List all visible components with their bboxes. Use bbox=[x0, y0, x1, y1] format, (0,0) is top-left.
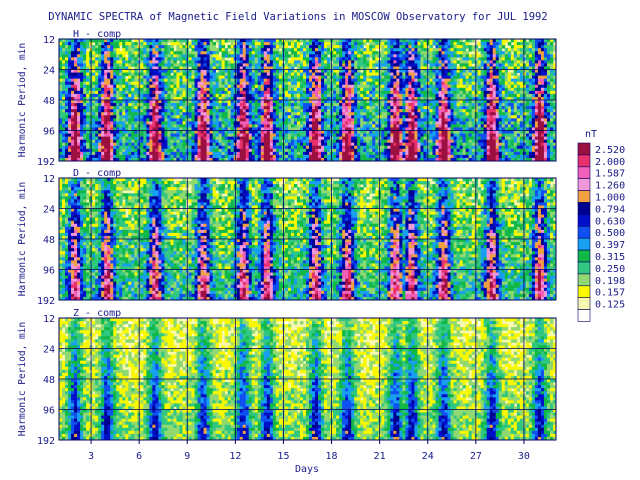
x-tick-label: 21 bbox=[374, 451, 386, 462]
x-tick-label: 3 bbox=[88, 451, 94, 462]
y-tick-label: 24 bbox=[43, 345, 55, 356]
chart-title: DYNAMIC SPECTRA of Magnetic Field Variat… bbox=[48, 11, 547, 23]
colorbar-swatch bbox=[577, 154, 591, 168]
y-axis-label: Harmonic Period, min bbox=[17, 322, 28, 436]
spectrum-cells bbox=[59, 178, 557, 301]
colorbar-swatch bbox=[577, 273, 591, 287]
colorbar-label: 0.250 bbox=[595, 264, 625, 275]
colorbar-label: 0.397 bbox=[595, 240, 625, 251]
panel-frame bbox=[58, 317, 557, 441]
y-axis-label: Harmonic Period, min bbox=[17, 43, 28, 157]
colorbar-label: 1.260 bbox=[595, 181, 625, 192]
y-tick-label: 12 bbox=[43, 314, 55, 325]
colorbar-swatch bbox=[577, 190, 591, 203]
x-tick-label: 24 bbox=[422, 451, 434, 462]
panel-1: 12 24 48 96 192 H - comp Harmonic Period, min bbox=[17, 29, 557, 168]
x-tick-label: 18 bbox=[326, 451, 338, 462]
colorbar-swatch bbox=[577, 261, 591, 275]
y-tick-label: 12 bbox=[43, 35, 55, 46]
y-tick-label: 96 bbox=[43, 406, 55, 417]
x-tick-label: 15 bbox=[277, 451, 289, 462]
colorbar-label: 1.587 bbox=[595, 169, 625, 180]
colorbar-label: 2.520 bbox=[595, 145, 625, 156]
y-axis-label: Harmonic Period, min bbox=[17, 182, 28, 296]
y-tick-label: 192 bbox=[37, 157, 55, 168]
colorbar-label: 0.315 bbox=[595, 252, 625, 263]
y-tick-label: 192 bbox=[37, 296, 55, 307]
y-tick-label: 12 bbox=[43, 174, 55, 185]
colorbar-swatch bbox=[577, 237, 591, 251]
y-tick-label: 48 bbox=[43, 96, 55, 107]
colorbar-swatch bbox=[577, 166, 591, 180]
panel-3: 12 24 48 96 192 Z - comp Harmonic Period, min bbox=[17, 308, 557, 447]
colorbar-label: 0.500 bbox=[595, 228, 625, 239]
x-axis-ticks: 3 6 9 12 15 18 21 24 27 30 bbox=[88, 440, 530, 462]
x-tick-label: 27 bbox=[470, 451, 482, 462]
y-tick-label: 96 bbox=[43, 127, 55, 138]
colorbar-label: 1.000 bbox=[595, 193, 625, 204]
y-tick-label: 48 bbox=[43, 375, 55, 386]
colorbar-swatch bbox=[577, 226, 591, 239]
x-tick-label: 9 bbox=[184, 451, 190, 462]
panel-frame bbox=[58, 177, 557, 301]
x-tick-label: 6 bbox=[136, 451, 142, 462]
panel-label: Z - comp bbox=[73, 308, 121, 319]
colorbar-swatch bbox=[577, 249, 591, 263]
y-tick-label: 48 bbox=[43, 235, 55, 246]
x-axis-label: Days bbox=[295, 464, 319, 475]
y-tick-label: 24 bbox=[43, 66, 55, 77]
y-tick-label: 192 bbox=[37, 436, 55, 447]
colorbar-swatch bbox=[577, 285, 591, 298]
colorbar-swatch bbox=[577, 142, 591, 156]
colorbar-label: 0.125 bbox=[595, 300, 625, 311]
y-tick-label: 24 bbox=[43, 205, 55, 216]
colorbar-label: 0.630 bbox=[595, 216, 625, 227]
colorbar-label: 2.000 bbox=[595, 157, 625, 168]
spectrum-cells bbox=[59, 318, 557, 441]
colorbar-label: 0.794 bbox=[595, 204, 625, 215]
colorbar-swatch bbox=[577, 309, 591, 322]
panel-label: H - comp bbox=[73, 29, 121, 40]
colorbar-swatch bbox=[577, 214, 591, 227]
colorbar-unit: nT bbox=[585, 129, 597, 140]
colorbar-label: 0.198 bbox=[595, 276, 625, 287]
colorbar-swatch bbox=[577, 202, 591, 215]
panel-2: 12 24 48 96 192 D - comp Harmonic Period, min bbox=[17, 168, 557, 307]
panel-frame bbox=[58, 38, 557, 162]
colorbar-swatch bbox=[577, 297, 591, 310]
colorbar-label: 0.157 bbox=[595, 288, 625, 299]
colorbar-swatch bbox=[577, 178, 591, 191]
y-tick-label: 96 bbox=[43, 266, 55, 277]
x-tick-label: 30 bbox=[518, 451, 530, 462]
panel-label: D - comp bbox=[73, 168, 121, 179]
colorbar: nT 2.5202.0001.5871.2601.0000.7940.6300.… bbox=[577, 129, 625, 322]
x-tick-label: 12 bbox=[229, 451, 241, 462]
